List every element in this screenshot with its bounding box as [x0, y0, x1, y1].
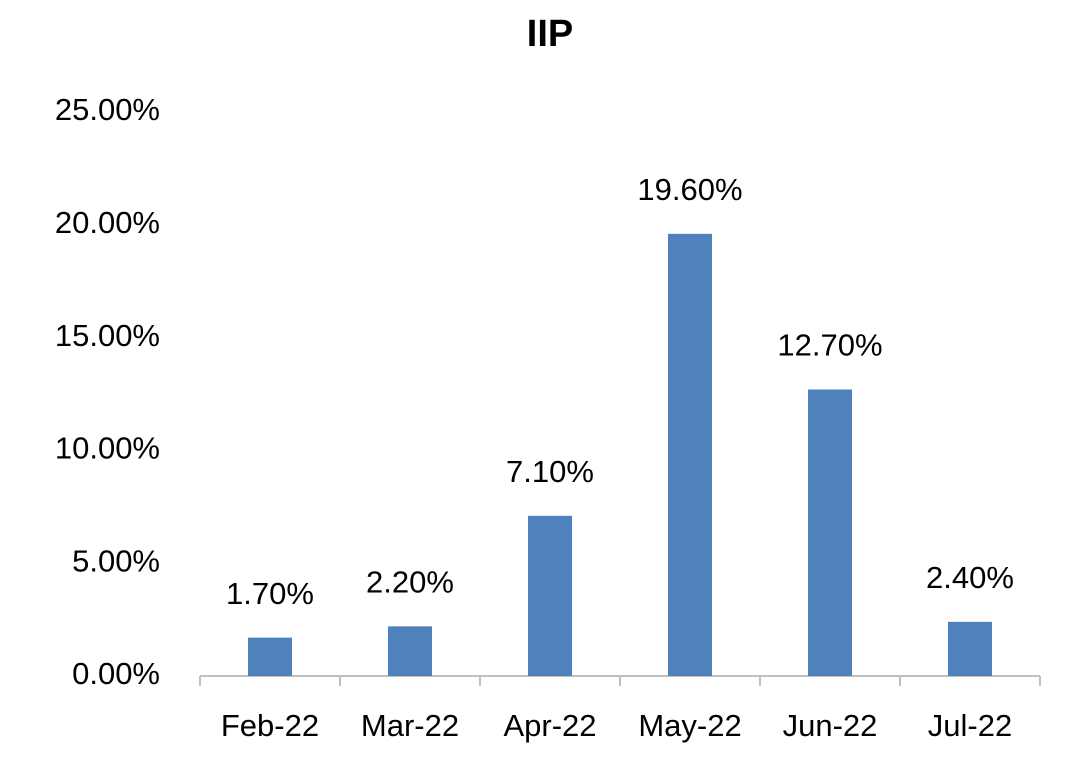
x-tick-label: Jun-22 [783, 708, 878, 743]
data-label: 2.20% [366, 565, 454, 600]
data-label: 19.60% [637, 172, 742, 207]
bar [668, 233, 712, 676]
y-tick-label: 5.00% [72, 543, 160, 578]
y-tick-label: 25.00% [55, 92, 160, 127]
x-tick-label: Jul-22 [928, 708, 1012, 743]
bar [948, 621, 992, 676]
x-tick-label: May-22 [638, 708, 741, 743]
data-label: 7.10% [506, 454, 594, 489]
x-tick-label: Feb-22 [221, 708, 319, 743]
data-label: 1.70% [226, 576, 314, 611]
chart-title: IIP [527, 13, 573, 55]
bar [388, 626, 432, 676]
data-label: 2.40% [926, 560, 1014, 595]
y-tick-label: 10.00% [55, 431, 160, 466]
y-tick-label: 15.00% [55, 318, 160, 353]
y-tick-label: 0.00% [72, 656, 160, 691]
x-tick-label: Apr-22 [503, 708, 596, 743]
bar [248, 637, 292, 676]
data-label: 12.70% [777, 328, 882, 363]
bar [808, 389, 852, 676]
x-tick-label: Mar-22 [361, 708, 459, 743]
bar [528, 515, 572, 676]
y-tick-label: 20.00% [55, 205, 160, 240]
